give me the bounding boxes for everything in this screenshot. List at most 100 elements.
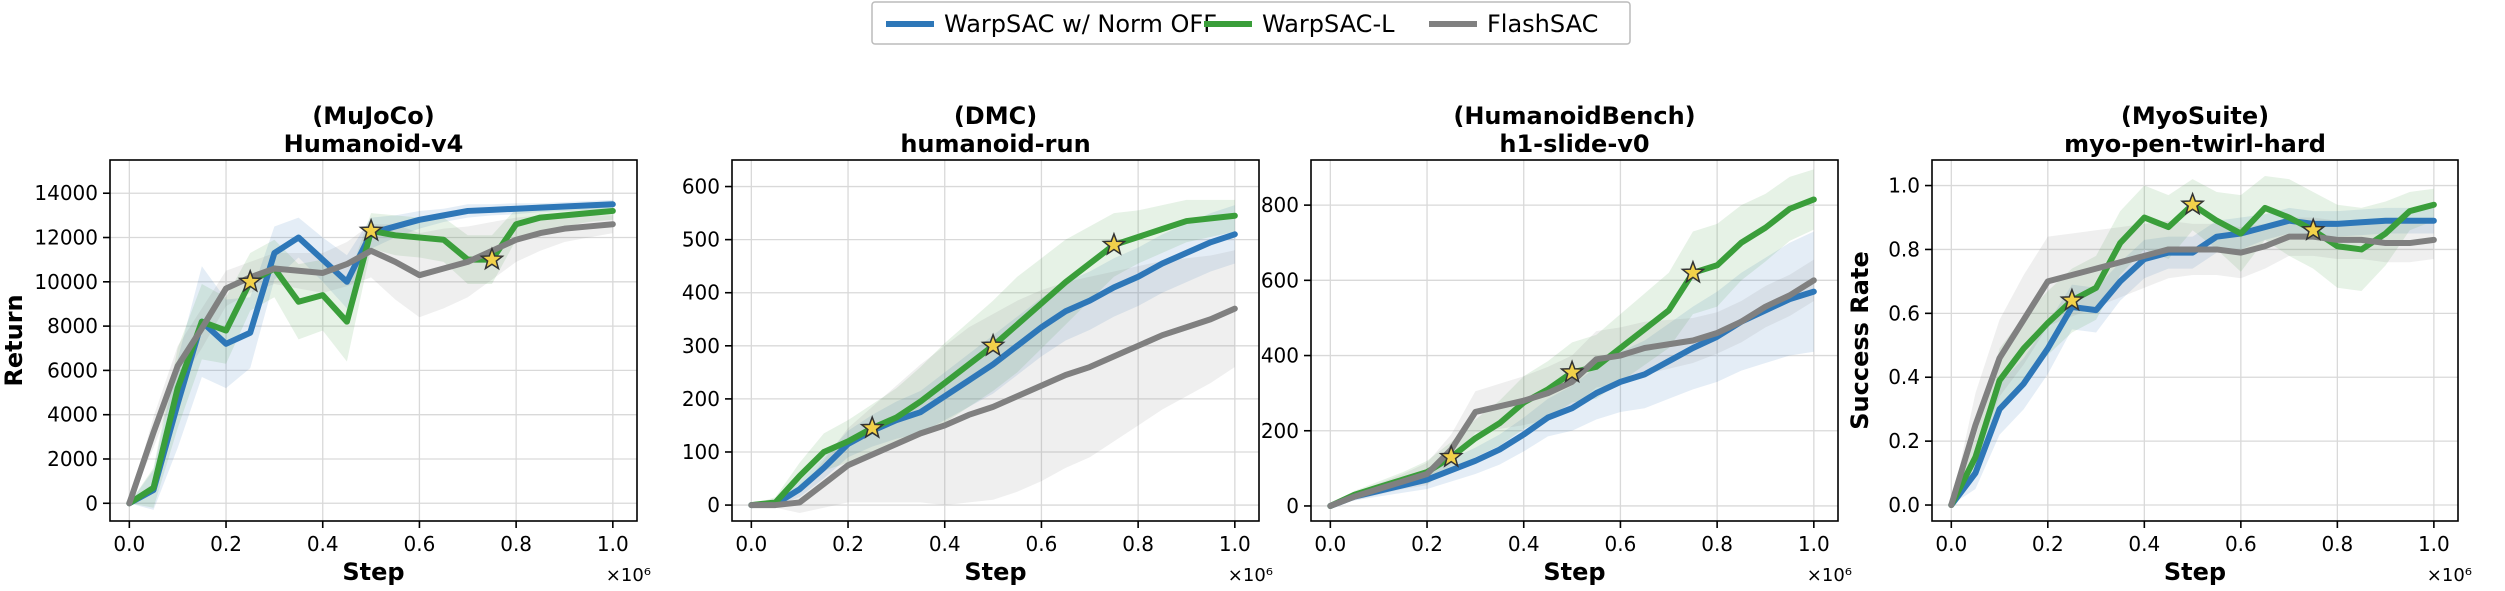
panel-title: (DMC) bbox=[954, 102, 1037, 130]
panel-subtitle: humanoid-run bbox=[900, 130, 1090, 158]
x-axis-label: Step bbox=[1543, 558, 1605, 586]
band-warpsac-l bbox=[1951, 175, 2434, 506]
x-tick-label: 0.2 bbox=[1411, 532, 1443, 556]
y-tick-label: 100 bbox=[682, 440, 720, 464]
x-tick-label: 0.8 bbox=[1122, 532, 1154, 556]
series-line-flashsac bbox=[1327, 277, 1817, 509]
x-tick-label: 0.2 bbox=[832, 532, 864, 556]
x-tick-label: 0.8 bbox=[2321, 532, 2353, 556]
band-warpsac-w-norm-off bbox=[1951, 207, 2434, 506]
y-tick-label: 10000 bbox=[34, 270, 98, 294]
star-marker bbox=[1559, 359, 1585, 384]
series-line-warpsac-w-norm-off bbox=[1948, 217, 2437, 509]
y-tick-label: 400 bbox=[1261, 344, 1299, 368]
x-tick-label: 0.4 bbox=[307, 532, 339, 556]
panel-subtitle: myo-pen-twirl-hard bbox=[2064, 130, 2326, 158]
star-marker bbox=[1680, 259, 1706, 284]
y-tick-label: 500 bbox=[682, 228, 720, 252]
y-tick-label: 6000 bbox=[47, 358, 98, 382]
legend-label: WarpSAC w/ Norm OFF bbox=[944, 10, 1217, 38]
x-tick-label: 0.0 bbox=[1935, 532, 1967, 556]
star-marker bbox=[980, 332, 1006, 357]
legend-label: FlashSAC bbox=[1487, 10, 1598, 38]
x-axis-label: Step bbox=[2164, 558, 2226, 586]
x-tick-label: 0.0 bbox=[113, 532, 145, 556]
series-line-flashsac bbox=[748, 305, 1238, 509]
x-tick-label: 0.2 bbox=[210, 532, 242, 556]
x-tick-label: 0.6 bbox=[404, 532, 436, 556]
band-warpsac-w-norm-off bbox=[129, 199, 613, 510]
panel-title: (MuJoCo) bbox=[312, 102, 434, 130]
plot-frame bbox=[731, 159, 1260, 522]
y-tick-label: 14000 bbox=[34, 181, 98, 205]
y-tick-label: 0.2 bbox=[1888, 429, 1920, 453]
y-axis-label: Return bbox=[0, 294, 28, 386]
confidence-bands bbox=[129, 199, 613, 510]
x-tick-label: 0.6 bbox=[2225, 532, 2257, 556]
panel-title: (HumanoidBench) bbox=[1453, 102, 1695, 130]
y-tick-label: 800 bbox=[1261, 193, 1299, 217]
y-tick-label: 2000 bbox=[47, 447, 98, 471]
legend-label: WarpSAC-L bbox=[1262, 10, 1395, 38]
x-tick-label: 0.6 bbox=[1026, 532, 1058, 556]
x-tick-label: 1.0 bbox=[1219, 532, 1251, 556]
y-tick-label: 1.0 bbox=[1888, 174, 1920, 198]
panel-1: 0.0 0.2 0.4 0.6 0.8 1.0 0 2000 4000 6000 8000 10000… bbox=[0, 102, 651, 586]
y-tick-label: 0 bbox=[85, 491, 98, 515]
star-marker bbox=[1101, 231, 1127, 256]
panel-title: (MyoSuite) bbox=[2121, 102, 2269, 130]
x-tick-label: 1.0 bbox=[2418, 532, 2450, 556]
y-axis-label: Success Rate bbox=[1846, 251, 1874, 429]
x-axis-multiplier: ×10⁶ bbox=[1807, 565, 1852, 586]
x-tick-label: 0.0 bbox=[1314, 532, 1346, 556]
y-tick-label: 0 bbox=[1286, 494, 1299, 518]
y-tick-label: 4000 bbox=[47, 403, 98, 427]
band-warpsac-l bbox=[1330, 169, 1814, 506]
star-marker bbox=[859, 414, 885, 439]
plot-frame bbox=[1931, 159, 2459, 522]
x-axis-label: Step bbox=[964, 558, 1026, 586]
y-tick-label: 600 bbox=[1261, 268, 1299, 292]
y-tick-label: 300 bbox=[682, 334, 720, 358]
star-marker bbox=[2059, 287, 2085, 312]
x-tick-label: 0.6 bbox=[1605, 532, 1637, 556]
star-markers bbox=[1438, 259, 1706, 468]
x-tick-label: 1.0 bbox=[597, 532, 629, 556]
x-tick-label: 0.4 bbox=[2128, 532, 2160, 556]
y-tick-label: 0.8 bbox=[1888, 237, 1920, 261]
plot-frame bbox=[109, 159, 638, 522]
star-markers bbox=[2059, 191, 2326, 312]
x-tick-label: 0.4 bbox=[1508, 532, 1540, 556]
x-tick-label: 0.0 bbox=[735, 532, 767, 556]
panel-subtitle: h1-slide-v0 bbox=[1499, 130, 1649, 158]
star-marker bbox=[2300, 217, 2326, 241]
star-marker bbox=[1438, 443, 1464, 468]
star-marker bbox=[358, 217, 384, 242]
y-tick-label: 400 bbox=[682, 281, 720, 305]
x-axis-label: Step bbox=[342, 558, 404, 586]
panel-3: 0.0 0.2 0.4 0.6 0.8 1.0 0 200 400 600 800 (Humanoid… bbox=[1261, 102, 1852, 586]
star-markers bbox=[859, 231, 1127, 439]
x-axis-multiplier: ×10⁶ bbox=[2427, 565, 2472, 586]
confidence-bands bbox=[1951, 175, 2434, 506]
y-tick-label: 12000 bbox=[34, 226, 98, 250]
y-tick-label: 0 bbox=[707, 493, 720, 517]
panel-2: 0.0 0.2 0.4 0.6 0.8 1.0 0 100 200 300 400 500 600 (DM… bbox=[682, 102, 1273, 586]
y-tick-label: 8000 bbox=[47, 314, 98, 338]
x-tick-label: 0.4 bbox=[929, 532, 961, 556]
series-line-warpsac-w-norm-off bbox=[748, 231, 1238, 509]
series-line-flashsac bbox=[1948, 233, 2437, 509]
panels: 0.0 0.2 0.4 0.6 0.8 1.00200040006000800010000… bbox=[0, 102, 2472, 586]
series-line-flashsac bbox=[126, 221, 616, 507]
band-warpsac-w-norm-off bbox=[1330, 231, 1814, 506]
star-markers bbox=[237, 217, 505, 293]
x-tick-label: 1.0 bbox=[1798, 532, 1830, 556]
panel-4: 0.0 0.2 0.4 0.6 0.8 1.0 0.0 0.2 0.4 0.6 0.8 1.0 (Myo… bbox=[1846, 102, 2472, 586]
y-tick-label: 0.6 bbox=[1888, 301, 1920, 325]
y-tick-label: 200 bbox=[1261, 419, 1299, 443]
x-axis-multiplier: ×10⁶ bbox=[606, 565, 651, 586]
star-marker bbox=[479, 246, 505, 271]
star-marker bbox=[2180, 191, 2206, 216]
y-tick-label: 0.0 bbox=[1888, 493, 1920, 517]
